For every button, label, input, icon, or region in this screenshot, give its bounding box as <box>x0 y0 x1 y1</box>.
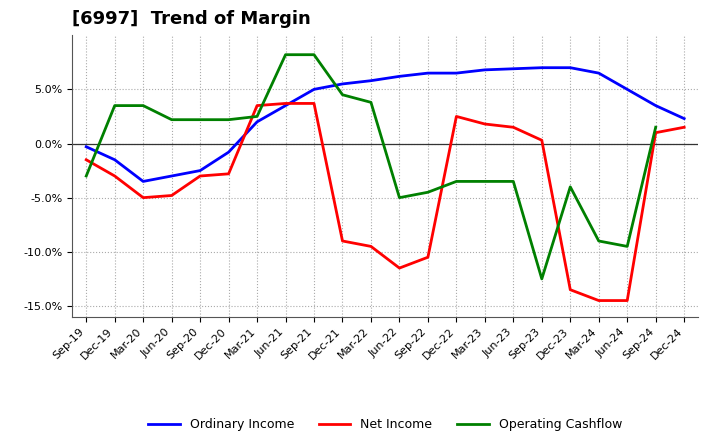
Net Income <box>480 121 489 127</box>
Operating Cashflow <box>452 179 461 184</box>
Net Income <box>623 298 631 303</box>
Operating Cashflow <box>509 179 518 184</box>
Net Income <box>167 193 176 198</box>
Net Income <box>82 157 91 162</box>
Ordinary Income <box>82 144 91 150</box>
Operating Cashflow <box>253 114 261 119</box>
Ordinary Income <box>566 65 575 70</box>
Ordinary Income <box>225 150 233 155</box>
Net Income <box>452 114 461 119</box>
Operating Cashflow <box>338 92 347 97</box>
Net Income <box>423 255 432 260</box>
Net Income <box>652 130 660 136</box>
Ordinary Income <box>680 116 688 121</box>
Net Income <box>366 244 375 249</box>
Ordinary Income <box>595 70 603 76</box>
Net Income <box>395 265 404 271</box>
Operating Cashflow <box>82 173 91 179</box>
Operating Cashflow <box>395 195 404 200</box>
Ordinary Income <box>167 173 176 179</box>
Operating Cashflow <box>623 244 631 249</box>
Operating Cashflow <box>537 276 546 282</box>
Net Income <box>338 238 347 244</box>
Ordinary Income <box>139 179 148 184</box>
Operating Cashflow <box>652 125 660 130</box>
Ordinary Income <box>110 157 119 162</box>
Legend: Ordinary Income, Net Income, Operating Cashflow: Ordinary Income, Net Income, Operating C… <box>143 413 627 436</box>
Net Income <box>537 138 546 143</box>
Operating Cashflow <box>196 117 204 122</box>
Net Income <box>595 298 603 303</box>
Net Income <box>225 171 233 176</box>
Ordinary Income <box>452 70 461 76</box>
Operating Cashflow <box>167 117 176 122</box>
Net Income <box>196 173 204 179</box>
Ordinary Income <box>537 65 546 70</box>
Operating Cashflow <box>310 52 318 57</box>
Operating Cashflow <box>366 100 375 105</box>
Operating Cashflow <box>566 184 575 190</box>
Operating Cashflow <box>480 179 489 184</box>
Ordinary Income <box>282 103 290 108</box>
Net Income <box>139 195 148 200</box>
Ordinary Income <box>623 87 631 92</box>
Line: Net Income: Net Income <box>86 103 684 301</box>
Operating Cashflow <box>282 52 290 57</box>
Ordinary Income <box>366 78 375 83</box>
Net Income <box>310 101 318 106</box>
Line: Operating Cashflow: Operating Cashflow <box>86 55 656 279</box>
Ordinary Income <box>509 66 518 71</box>
Ordinary Income <box>196 168 204 173</box>
Net Income <box>566 287 575 292</box>
Net Income <box>253 103 261 108</box>
Net Income <box>110 173 119 179</box>
Operating Cashflow <box>423 190 432 195</box>
Ordinary Income <box>480 67 489 73</box>
Ordinary Income <box>423 70 432 76</box>
Line: Ordinary Income: Ordinary Income <box>86 68 684 181</box>
Text: [6997]  Trend of Margin: [6997] Trend of Margin <box>72 10 311 28</box>
Operating Cashflow <box>139 103 148 108</box>
Ordinary Income <box>310 87 318 92</box>
Ordinary Income <box>338 81 347 87</box>
Ordinary Income <box>395 74 404 79</box>
Operating Cashflow <box>110 103 119 108</box>
Net Income <box>680 125 688 130</box>
Ordinary Income <box>652 103 660 108</box>
Net Income <box>509 125 518 130</box>
Operating Cashflow <box>225 117 233 122</box>
Ordinary Income <box>253 119 261 125</box>
Net Income <box>282 101 290 106</box>
Operating Cashflow <box>595 238 603 244</box>
